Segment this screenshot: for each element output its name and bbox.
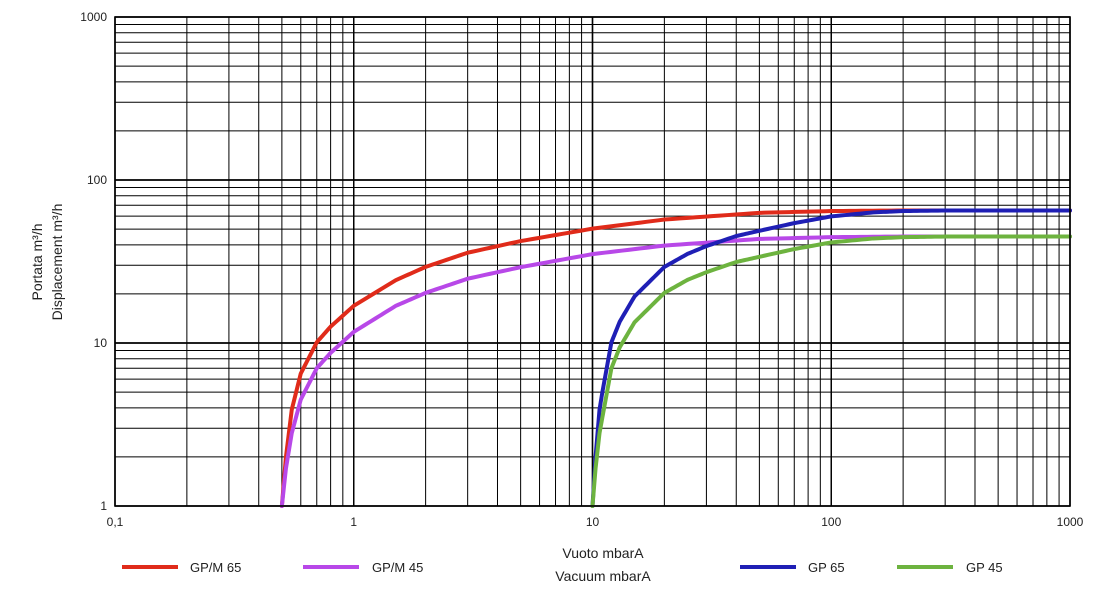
series-group: [279, 208, 1072, 508]
y-tick-label: 100: [87, 173, 107, 187]
series-line-gp-m-65: [279, 208, 1072, 508]
y-axis-title-line2: Displacement m³/h: [49, 204, 65, 321]
series-line-gp-45: [590, 234, 1072, 508]
y-tick-label: 1000: [80, 10, 107, 24]
legend-label-gp-m-65: GP/M 65: [190, 560, 241, 575]
x-tick-label: 1: [350, 515, 357, 529]
y-tick-label: 10: [94, 336, 108, 350]
series-line-gp-65: [590, 208, 1072, 508]
legend: GP/M 65 GP/M 45 GP 65 GP 45: [122, 560, 1003, 575]
y-axis-title-line1: Portata m³/h: [29, 223, 45, 300]
x-tick-label: 10: [586, 515, 600, 529]
x-tick-label: 1000: [1057, 515, 1084, 529]
y-tick-label: 1: [100, 499, 107, 513]
x-axis-title-line2: Vacuum mbarA: [555, 568, 651, 584]
grid: [114, 16, 1071, 507]
legend-label-gp-65: GP 65: [808, 560, 845, 575]
x-tick-label: 100: [821, 515, 841, 529]
series-line-gp-m-45: [279, 234, 1072, 508]
x-tick-label: 0,1: [107, 515, 124, 529]
legend-label-gp-45: GP 45: [966, 560, 1003, 575]
x-axis-title-line1: Vuoto mbarA: [562, 545, 644, 561]
plot-frame: [114, 16, 1071, 507]
legend-label-gp-m-45: GP/M 45: [372, 560, 423, 575]
